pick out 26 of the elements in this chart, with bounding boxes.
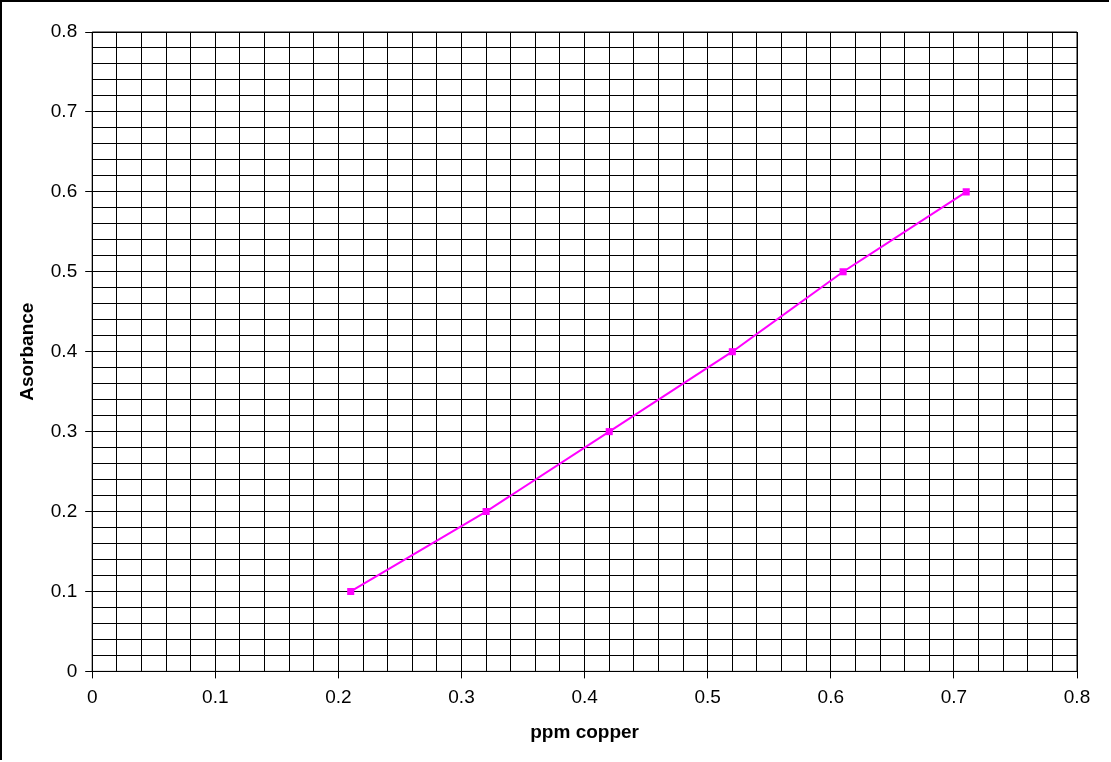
x-tick-label: 0.2	[325, 686, 352, 708]
point	[962, 188, 970, 196]
y-tick-label: 0	[66, 659, 78, 681]
x-axis-title: ppm copper	[530, 720, 640, 742]
y-tick-label: 0.3	[50, 419, 78, 441]
x-tick-label: 0.8	[1063, 686, 1091, 708]
point	[728, 348, 736, 356]
x-tick-label: 0.7	[940, 686, 968, 708]
y-tick-label: 0.2	[50, 499, 78, 521]
point	[839, 268, 847, 276]
x-tick-label: 0.5	[694, 686, 721, 708]
x-tick-label: 0	[86, 686, 98, 708]
y-tick-label: 0.5	[50, 260, 78, 282]
point	[482, 508, 490, 516]
y-tick-label: 0.8	[50, 20, 78, 42]
x-tick-label: 0.6	[817, 686, 845, 708]
y-tick-label: 0.7	[50, 100, 78, 122]
y-tick-label: 0.6	[50, 180, 78, 202]
x-tick-label: 0.3	[448, 686, 475, 708]
y-tick-label: 0.1	[50, 579, 78, 601]
x-tick-label: 0.1	[202, 686, 229, 708]
point	[605, 428, 613, 436]
x-tick-label: 0.4	[571, 686, 599, 708]
y-tick-label: 0.4	[50, 339, 78, 361]
point	[347, 587, 355, 596]
y-axis-title: Asorbance	[15, 302, 37, 401]
